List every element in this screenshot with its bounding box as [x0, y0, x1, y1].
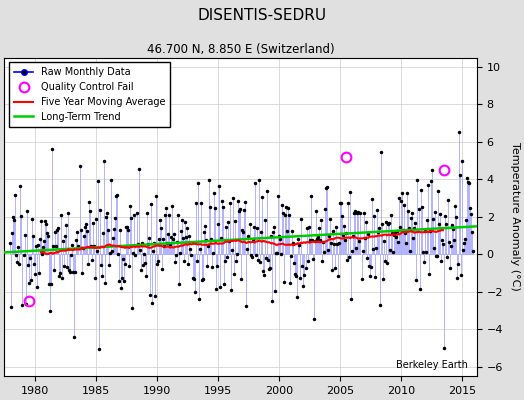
Y-axis label: Temperature Anomaly (°C): Temperature Anomaly (°C) — [510, 142, 520, 291]
Text: DISENTIS-SEDRU: DISENTIS-SEDRU — [198, 8, 326, 23]
Text: Berkeley Earth: Berkeley Earth — [396, 360, 467, 370]
Legend: Raw Monthly Data, Quality Control Fail, Five Year Moving Average, Long-Term Tren: Raw Monthly Data, Quality Control Fail, … — [9, 62, 170, 127]
Title: 46.700 N, 8.850 E (Switzerland): 46.700 N, 8.850 E (Switzerland) — [147, 43, 334, 56]
